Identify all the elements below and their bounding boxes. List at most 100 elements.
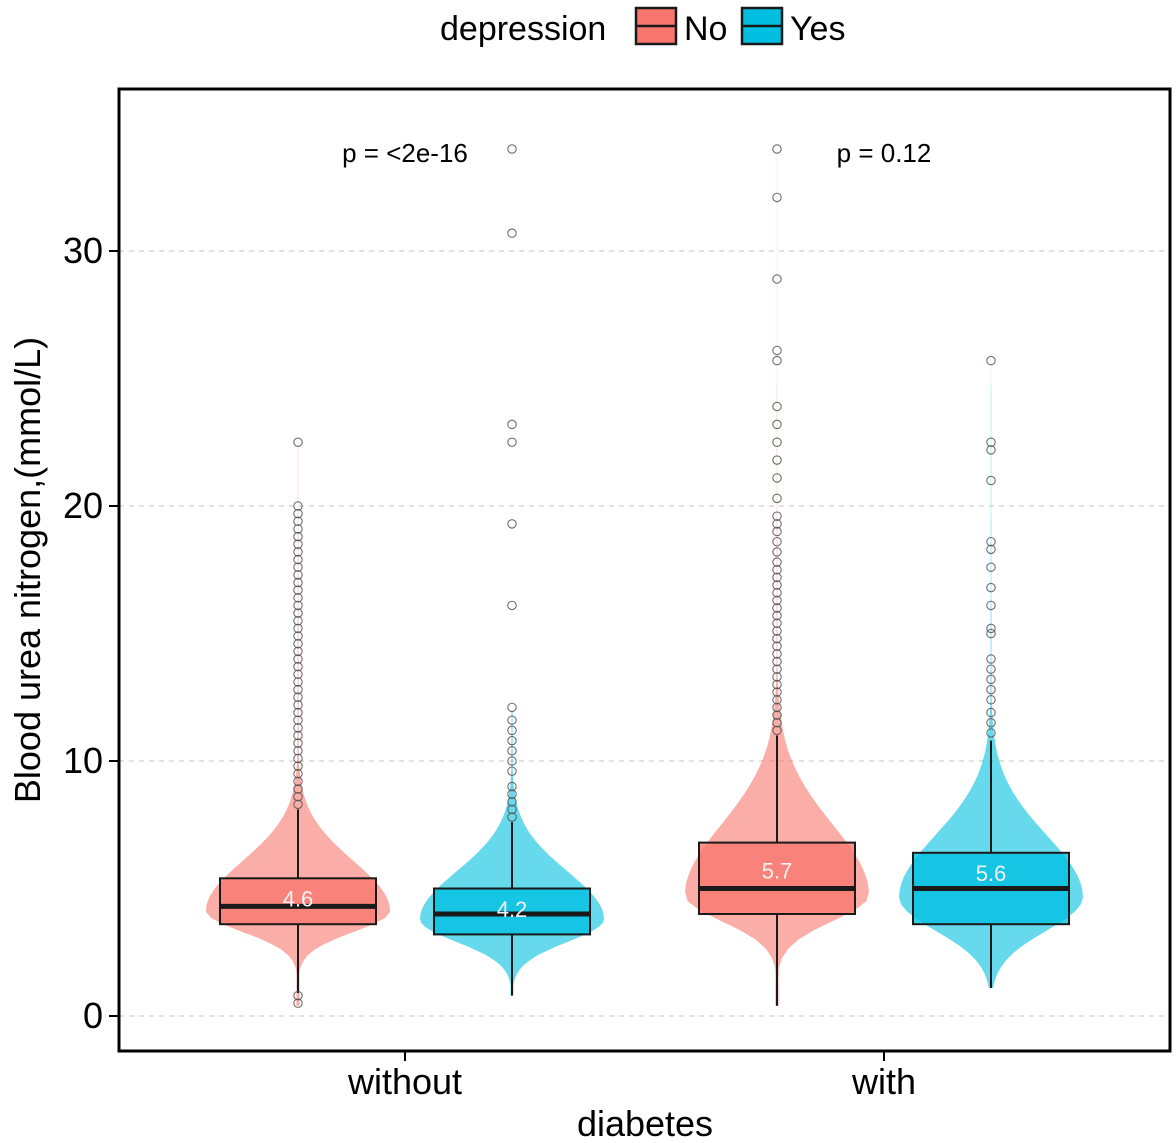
outlier-without-yes-8 xyxy=(507,735,517,746)
outlier-with-no-24 xyxy=(772,536,782,547)
outlier-without-no-40 xyxy=(293,508,303,519)
outlier-with-no-16 xyxy=(772,603,782,613)
outlier-without-no-7 xyxy=(293,761,303,771)
outlier-without-yes-16 xyxy=(507,228,517,238)
outlier-without-no-19 xyxy=(293,669,303,680)
outlier-without-no-21 xyxy=(293,654,303,664)
outlier-without-no-6 xyxy=(293,768,303,779)
violin-with-no xyxy=(685,149,869,1006)
outlier-with-yes-17 xyxy=(986,437,996,447)
outlier-with-yes-5 xyxy=(986,674,996,685)
outlier-with-yes-4 xyxy=(986,684,996,695)
outlier-without-no-35 xyxy=(293,547,303,557)
outlier-with-no-10 xyxy=(772,649,782,659)
outlier-with-yes-15 xyxy=(986,475,996,486)
outlier-with-no-21 xyxy=(772,564,782,575)
outlier-with-no-31 xyxy=(772,437,782,447)
boxplots xyxy=(219,735,1070,1006)
outlier-without-no-23 xyxy=(293,638,303,649)
outlier-with-no-13 xyxy=(772,626,782,636)
outlier-with-yes-18 xyxy=(986,355,996,366)
outlier-without-no-28 xyxy=(293,600,303,611)
outlier-without-yes-11 xyxy=(507,702,517,713)
box-without-yes xyxy=(433,887,591,936)
outlier-with-no-30 xyxy=(772,455,782,465)
mean-label-without-no: 4.6 xyxy=(283,887,314,912)
outlier-without-no-38 xyxy=(293,524,303,534)
outlier-with-no-26 xyxy=(772,519,782,529)
outlier-without-no-41 xyxy=(293,501,303,511)
outlier-without-no-16 xyxy=(293,692,303,702)
outlier-without-no-42 xyxy=(293,437,303,447)
outlier-with-no-17 xyxy=(772,595,782,606)
outlier-with-yes-7 xyxy=(986,654,996,664)
outlier-without-yes-7 xyxy=(507,746,517,756)
outlier-with-yes-11 xyxy=(986,582,996,593)
mean-label-without-yes: 4.2 xyxy=(497,897,528,922)
outlier-without-yes-9 xyxy=(507,725,517,736)
outlier-without-no-36 xyxy=(293,539,303,549)
outlier-without-no-22 xyxy=(293,646,303,657)
outlier-without-no-31 xyxy=(293,577,303,588)
outlier-without-no-39 xyxy=(293,516,303,527)
outlier-with-no-14 xyxy=(772,618,782,629)
outlier-with-no-20 xyxy=(772,572,782,583)
box-with-no xyxy=(698,841,856,915)
x-tick-label-with: with xyxy=(851,1061,916,1102)
outlier-with-no-6 xyxy=(772,679,782,690)
outlier-with-no-0 xyxy=(772,725,782,736)
outlier-without-yes-0 xyxy=(507,812,517,822)
p-value-with: p = 0.12 xyxy=(837,138,932,168)
outlier-with-no-22 xyxy=(772,557,782,567)
outlier-with-no-3 xyxy=(772,702,782,713)
outlier-without-no-24 xyxy=(293,631,303,641)
legend: depression No Yes xyxy=(440,6,845,48)
outlier-without-no-17 xyxy=(293,684,303,695)
outlier-with-yes-13 xyxy=(986,544,996,555)
y-tick-label-20: 20 xyxy=(63,485,103,526)
outlier-without-no-20 xyxy=(293,661,303,672)
outlier-without-yes-5 xyxy=(507,766,517,776)
outlier-without-no-29 xyxy=(293,593,303,603)
box-without-no xyxy=(219,877,377,926)
outlier-with-no-28 xyxy=(772,493,782,504)
outlier-without-yes-17 xyxy=(507,144,517,154)
outlier-without-no-12 xyxy=(293,723,303,733)
outlier-without-yes-1 xyxy=(507,804,517,815)
outlier-with-no-35 xyxy=(772,345,782,356)
p-value-without: p = <2e-16 xyxy=(342,138,468,168)
outlier-without-yes-13 xyxy=(507,519,517,529)
outlier-without-no-34 xyxy=(293,554,303,565)
outlier-without-no-1 xyxy=(293,990,303,1001)
outlier-without-yes-4 xyxy=(507,781,517,792)
y-tick-label-10: 10 xyxy=(63,740,103,781)
outlier-with-no-1 xyxy=(772,717,782,728)
outlier-with-yes-6 xyxy=(986,664,996,674)
axes: 0 10 20 30 without with xyxy=(63,230,916,1102)
outlier-with-no-32 xyxy=(772,419,782,430)
outlier-with-no-27 xyxy=(772,511,782,521)
outlier-without-yes-10 xyxy=(507,715,517,725)
outlier-without-yes-14 xyxy=(507,437,517,447)
outlier-with-no-9 xyxy=(772,656,782,667)
outlier-with-no-19 xyxy=(772,580,782,590)
outlier-with-yes-0 xyxy=(986,728,996,738)
y-axis-title: Blood urea nitrogen,(mmol/L) xyxy=(7,337,48,803)
outlier-with-no-12 xyxy=(772,633,782,644)
outlier-with-yes-8 xyxy=(986,628,996,639)
y-tick-label-0: 0 xyxy=(83,995,103,1036)
legend-title: depression xyxy=(440,10,606,48)
mean-label-with-no: 5.7 xyxy=(762,859,793,884)
outlier-with-yes-10 xyxy=(986,600,996,611)
outlier-with-no-15 xyxy=(772,610,782,621)
outlier-with-no-8 xyxy=(772,664,782,674)
y-tick-label-30: 30 xyxy=(63,230,103,271)
outlier-without-yes-2 xyxy=(507,797,517,807)
outlier-with-yes-12 xyxy=(986,562,996,572)
outlier-without-no-18 xyxy=(293,677,303,687)
outlier-with-no-25 xyxy=(772,526,782,537)
outlier-without-no-15 xyxy=(293,700,303,710)
outlier-with-no-36 xyxy=(772,274,782,284)
outlier-without-no-14 xyxy=(293,707,303,718)
